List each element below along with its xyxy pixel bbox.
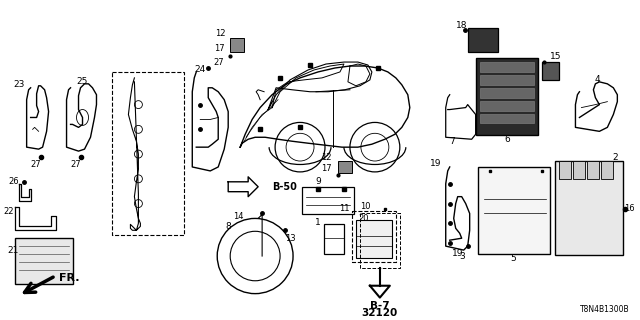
Bar: [556, 161, 623, 255]
Text: 6: 6: [505, 135, 511, 144]
Bar: [230, 38, 244, 52]
Bar: [541, 62, 559, 80]
Text: 17: 17: [214, 44, 225, 53]
Bar: [338, 161, 352, 173]
Text: 13: 13: [285, 234, 296, 243]
Bar: [324, 224, 344, 254]
Bar: [479, 62, 534, 72]
Text: 27: 27: [213, 58, 223, 67]
Text: FR.: FR.: [59, 273, 79, 283]
Text: 16: 16: [624, 204, 635, 213]
Text: 15: 15: [550, 52, 561, 60]
Text: 23: 23: [13, 80, 24, 89]
Text: 26: 26: [8, 177, 19, 186]
Bar: [479, 114, 534, 124]
Text: 5: 5: [511, 253, 516, 262]
Bar: [588, 161, 600, 179]
Text: 1: 1: [315, 218, 321, 227]
Text: 9: 9: [315, 177, 321, 186]
Bar: [302, 187, 354, 214]
Text: B-7: B-7: [370, 300, 390, 310]
Bar: [477, 167, 550, 254]
Text: 19: 19: [452, 249, 463, 258]
Bar: [479, 75, 534, 85]
Text: 24: 24: [195, 66, 205, 75]
Text: 20: 20: [358, 214, 369, 223]
Text: 19: 19: [430, 159, 442, 169]
Text: 8: 8: [225, 222, 231, 231]
Text: T8N4B1300B: T8N4B1300B: [580, 305, 629, 314]
Text: 22: 22: [3, 207, 14, 216]
Bar: [479, 101, 534, 110]
Text: 3: 3: [459, 252, 465, 260]
Text: 4: 4: [595, 76, 600, 84]
Text: 27: 27: [70, 160, 81, 170]
Bar: [468, 28, 498, 52]
Text: 27: 27: [30, 160, 41, 170]
Text: 2: 2: [612, 153, 618, 162]
Text: 32120: 32120: [362, 308, 398, 318]
Text: 12: 12: [214, 29, 225, 38]
Bar: [479, 88, 534, 98]
Bar: [573, 161, 586, 179]
Text: 14: 14: [233, 212, 243, 221]
Text: 7: 7: [449, 137, 454, 146]
Text: 12: 12: [321, 153, 332, 162]
Text: 11: 11: [339, 204, 350, 213]
Bar: [476, 58, 538, 135]
Text: 10: 10: [360, 202, 370, 211]
Bar: [602, 161, 613, 179]
Bar: [15, 238, 72, 284]
Bar: [559, 161, 572, 179]
Text: 17: 17: [321, 164, 332, 173]
Text: 25: 25: [77, 77, 88, 86]
Text: B-50: B-50: [272, 182, 297, 192]
Bar: [352, 211, 396, 262]
Bar: [356, 220, 392, 258]
Text: 18: 18: [456, 21, 467, 30]
Bar: [113, 72, 184, 235]
Text: 21: 21: [7, 245, 19, 255]
